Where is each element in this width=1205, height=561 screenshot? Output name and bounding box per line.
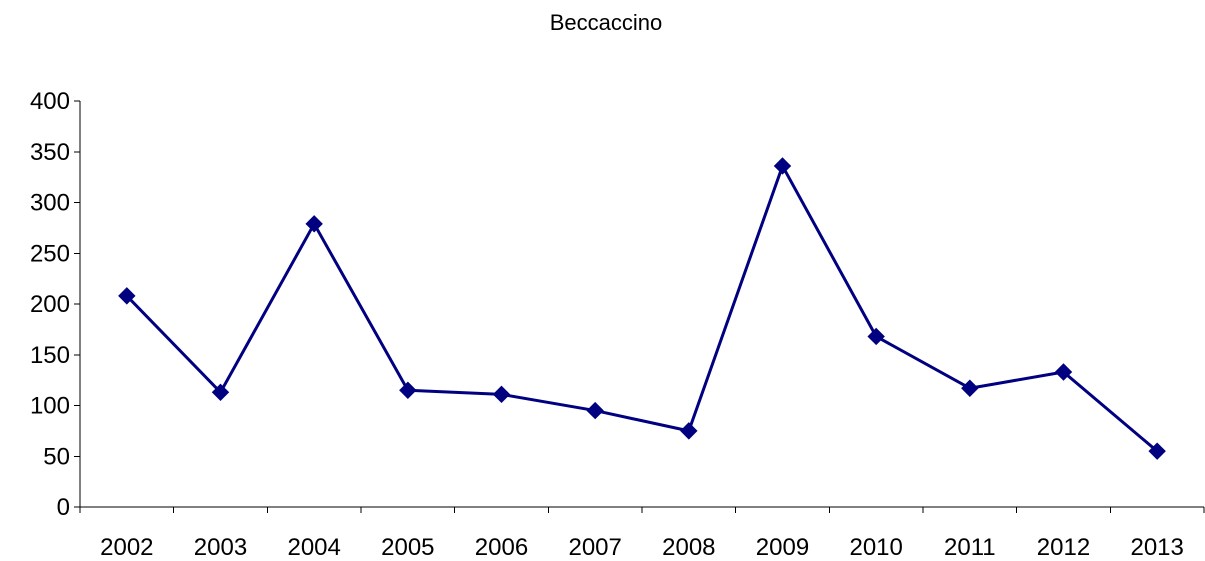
x-tick-label: 2012	[1037, 534, 1090, 561]
x-tick-label: 2011	[944, 534, 996, 561]
data-point-marker	[1054, 363, 1073, 381]
data-point-marker	[305, 215, 323, 233]
x-tick-label: 2009	[756, 534, 809, 561]
data-point-marker	[680, 422, 698, 440]
y-tick-label: 300	[30, 190, 70, 217]
y-axis-ticks: 0 50 100 150 200 250 300 350 400	[30, 88, 80, 521]
x-axis-ticks: 2002 2003 2004 2005 2006 2007 2008 2009 2010 2011…	[79, 507, 1205, 561]
data-point-marker	[492, 385, 511, 404]
series-line	[125, 164, 1159, 453]
x-tick-label: 2006	[475, 534, 528, 561]
y-tick-label: 50	[43, 443, 70, 470]
data-point-marker	[961, 379, 979, 397]
data-point-marker	[211, 383, 230, 402]
y-tick-label: 250	[30, 240, 70, 267]
y-tick-label: 400	[30, 88, 70, 115]
y-tick-label: 350	[30, 139, 70, 166]
x-tick-label: 2002	[100, 534, 153, 561]
data-point-marker	[118, 287, 136, 305]
x-tick-label: 2005	[381, 534, 434, 561]
chart-title: Beccaccino	[550, 10, 663, 35]
y-tick-label: 100	[30, 393, 70, 420]
series-line-group	[118, 157, 1166, 460]
x-tick-label: 2008	[662, 534, 715, 561]
y-tick-label: 150	[30, 342, 70, 369]
data-point-marker	[1148, 442, 1166, 460]
axes	[79, 101, 1204, 508]
x-tick-label: 2013	[1130, 534, 1183, 561]
x-tick-label: 2010	[849, 534, 902, 561]
data-point-marker	[586, 401, 604, 420]
x-tick-label: 2007	[568, 534, 621, 561]
series-layer	[118, 157, 1166, 460]
data-point-marker	[773, 157, 792, 175]
data-point-marker	[399, 381, 417, 399]
x-tick-label: 2003	[194, 534, 247, 561]
data-point-marker	[867, 327, 885, 346]
y-tick-label: 0	[57, 494, 70, 521]
x-tick-label: 2004	[287, 534, 340, 561]
y-tick-label: 200	[30, 291, 70, 318]
